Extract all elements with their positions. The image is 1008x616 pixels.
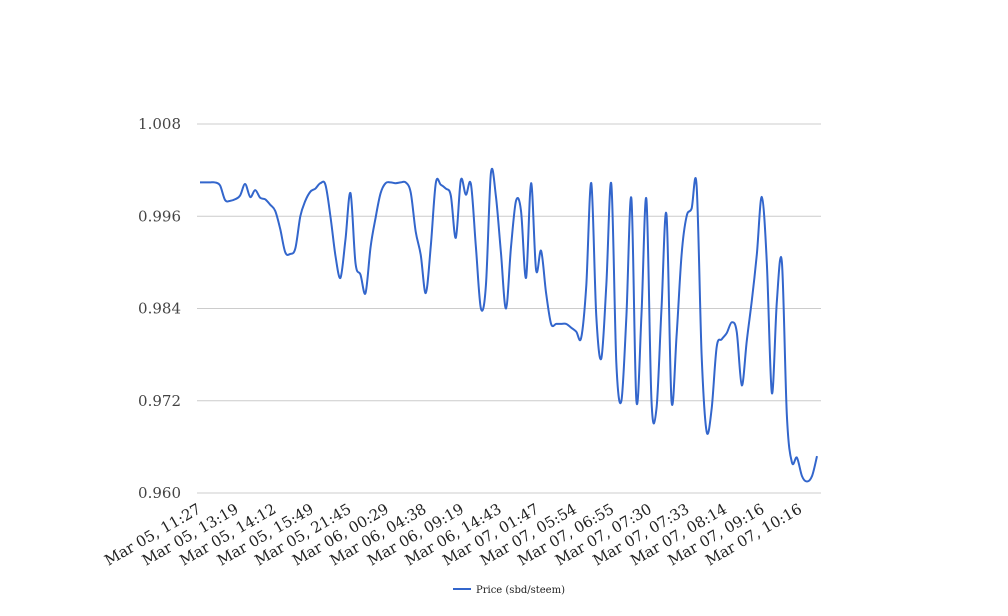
y-tick-label: 0.972 [138,392,181,410]
y-tick-label: 1.008 [138,115,181,133]
series-lines [200,167,818,483]
y-tick-label: 0.996 [138,207,181,225]
gridlines [197,123,821,494]
y-axis-tick-labels: 0.960 0.972 0.984 0.996 1.008 [138,115,181,502]
legend: Price (sbd/steem) [453,585,565,596]
y-tick-label: 0.984 [138,300,181,318]
series-line [200,167,818,483]
y-tick-label: 0.960 [138,484,181,502]
legend-label: Price (sbd/steem) [476,585,565,596]
